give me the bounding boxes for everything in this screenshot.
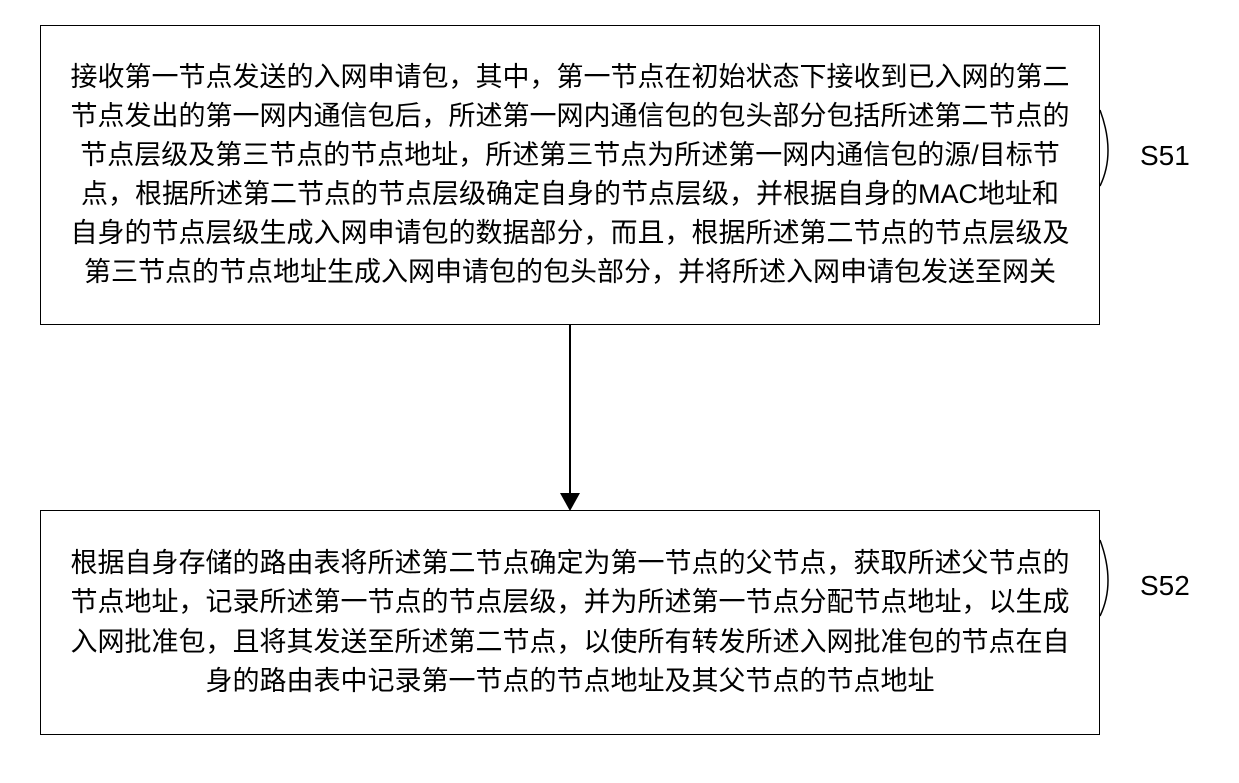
step-label-s52: S52 xyxy=(1140,570,1190,602)
flowchart-container: 接收第一节点发送的入网申请包，其中，第一节点在初始状态下接收到已入网的第二节点发… xyxy=(0,0,1239,783)
node-s51-text: 接收第一节点发送的入网申请包，其中，第一节点在初始状态下接收到已入网的第二节点发… xyxy=(69,58,1071,293)
flowchart-edge-arrow-line xyxy=(569,325,571,495)
flowchart-node-s52: 根据自身存储的路由表将所述第二节点确定为第一节点的父节点，获取所述父节点的节点地… xyxy=(40,510,1100,735)
flowchart-node-s51: 接收第一节点发送的入网申请包，其中，第一节点在初始状态下接收到已入网的第二节点发… xyxy=(40,25,1100,325)
step-label-s51: S51 xyxy=(1140,140,1190,172)
flowchart-edge-arrow-head xyxy=(560,493,580,511)
node-s52-text: 根据自身存储的路由表将所述第二节点确定为第一节点的父节点，获取所述父节点的节点地… xyxy=(69,544,1071,701)
